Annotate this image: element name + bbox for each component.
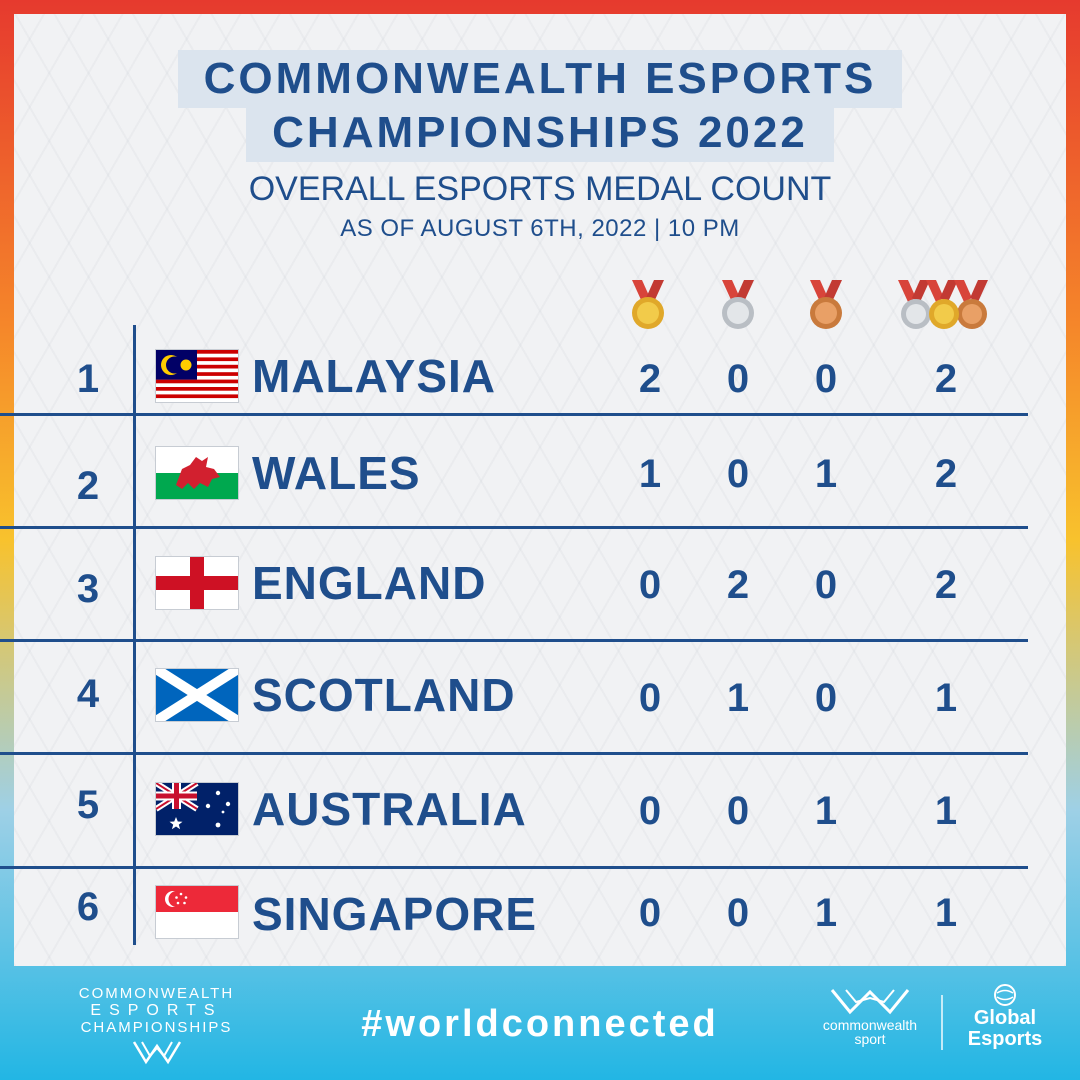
total-count: 2 (934, 563, 958, 607)
bronze-count: 0 (814, 676, 838, 720)
row-separator (0, 639, 1028, 642)
silver-count: 0 (726, 357, 750, 401)
bronze-count: 0 (814, 357, 838, 401)
rank: 4 (76, 672, 100, 716)
logo-line-1: COMMONWEALTH (78, 985, 235, 1002)
title-line-1: COMMONWEALTH ESPORTS (0, 50, 1080, 108)
date-line: AS OF AUGUST 6TH, 2022 | 10 PM (340, 215, 740, 242)
commonwealth-esports-logo: COMMONWEALTH ESPORTS CHAMPIONSHIPS (74, 985, 239, 1070)
global-esports-logo: Global Esports (960, 984, 1050, 1050)
silver-count: 2 (726, 563, 750, 607)
gold-count: 2 (638, 357, 662, 401)
total-count: 1 (934, 789, 958, 833)
total-medals-icon (896, 280, 994, 332)
rank: 6 (76, 885, 100, 929)
table-row: 2 WALES 1 0 1 2 (0, 416, 1080, 526)
logo-line-2: ESPORTS (90, 1002, 223, 1019)
silver-count: 0 (726, 789, 750, 833)
row-separator (0, 752, 1028, 755)
hashtag: #worldconnected (361, 1003, 719, 1045)
silver-medal-icon (718, 280, 758, 332)
logo-line-3: CHAMPIONSHIPS (80, 1019, 233, 1036)
globe-icon (994, 984, 1016, 1006)
bronze-medal-icon (806, 280, 846, 332)
rank: 5 (76, 783, 100, 827)
row-separator (0, 526, 1028, 529)
malaysia-flag-icon (155, 349, 239, 403)
gold-count: 0 (638, 891, 662, 935)
singapore-flag-icon (155, 885, 239, 939)
gold-count: 1 (638, 452, 662, 496)
chevron-logo-icon (132, 1041, 181, 1065)
country-name: WALES (252, 447, 421, 499)
ge-logo-line-2: Esports (967, 1028, 1043, 1050)
title-text-1: COMMONWEALTH ESPORTS (177, 50, 903, 108)
gold-count: 0 (638, 789, 662, 833)
england-flag-icon (155, 556, 239, 610)
rank: 3 (76, 567, 100, 611)
table-divider-vertical (133, 325, 136, 945)
gold-count: 0 (638, 563, 662, 607)
silver-count: 0 (726, 452, 750, 496)
table-row: 4 SCOTLAND 0 1 0 1 (0, 642, 1080, 752)
logo-divider (941, 995, 943, 1050)
commonwealth-sport-logo: commonwealth sport (818, 988, 922, 1046)
total-count: 1 (934, 891, 958, 935)
australia-flag-icon (155, 782, 239, 836)
subtitle: OVERALL ESPORTS MEDAL COUNT (248, 170, 832, 208)
rank: 2 (76, 464, 100, 508)
country-name: SCOTLAND (252, 669, 516, 721)
country-name: SINGAPORE (252, 888, 538, 940)
total-count: 2 (934, 357, 958, 401)
table-row: 5 A (0, 755, 1080, 865)
ge-logo-line-1: Global (973, 1007, 1037, 1029)
row-separator (0, 866, 1028, 869)
total-count: 1 (934, 676, 958, 720)
scotland-flag-icon (155, 668, 239, 722)
country-name: AUSTRALIA (252, 783, 527, 835)
country-name: ENGLAND (252, 557, 487, 609)
gold-medal-icon (628, 280, 668, 332)
silver-count: 1 (726, 676, 750, 720)
cw-logo-line-2: sport (854, 1031, 886, 1047)
table-row: 3 ENGLAND 0 2 0 2 (0, 529, 1080, 639)
silver-count: 0 (726, 891, 750, 935)
row-separator (0, 413, 1028, 416)
title-line-2: CHAMPIONSHIPS 2022 (0, 104, 1080, 162)
table-row: 6 SINGAPORE 0 0 1 1 (0, 869, 1080, 945)
bronze-count: 1 (814, 452, 838, 496)
bronze-count: 0 (814, 563, 838, 607)
country-name: MALAYSIA (252, 350, 496, 402)
cw-logo-line-1: commonwealth (822, 1017, 918, 1033)
rank: 1 (76, 357, 100, 401)
bronze-count: 1 (814, 789, 838, 833)
commonwealth-sport-mark-icon (830, 989, 910, 1015)
title-text-2: CHAMPIONSHIPS 2022 (246, 104, 834, 162)
gold-count: 0 (638, 676, 662, 720)
table-row: 1 MALAYSIA 2 0 0 2 (0, 325, 1080, 435)
total-count: 2 (934, 452, 958, 496)
bronze-count: 1 (814, 891, 838, 935)
wales-flag-icon (155, 446, 239, 500)
